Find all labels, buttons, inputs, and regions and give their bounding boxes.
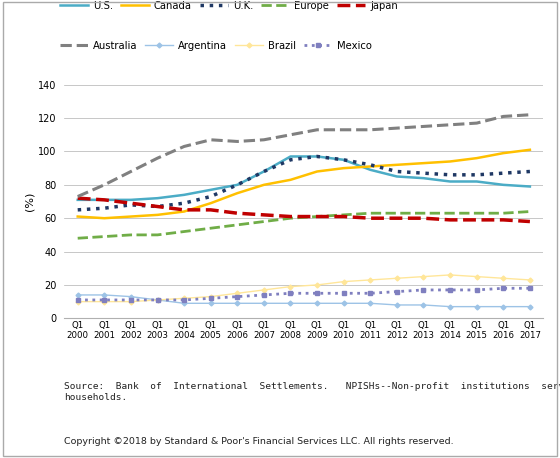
Text: Copyright ©2018 by Standard & Poor's Financial Services LLC. All rights reserved: Copyright ©2018 by Standard & Poor's Fin…: [64, 437, 454, 447]
Y-axis label: (%): (%): [24, 192, 34, 211]
Text: Source:  Bank  of  International  Settlements.   NPISHs--Non-profit  institution: Source: Bank of International Settlement…: [64, 382, 560, 402]
Text: Credit To Households And NPISHs From All Sectors At Market Value (% Of GDP): Credit To Households And NPISHs From All…: [7, 15, 515, 24]
Legend: Australia, Argentina, Brazil, Mexico: Australia, Argentina, Brazil, Mexico: [60, 41, 372, 51]
